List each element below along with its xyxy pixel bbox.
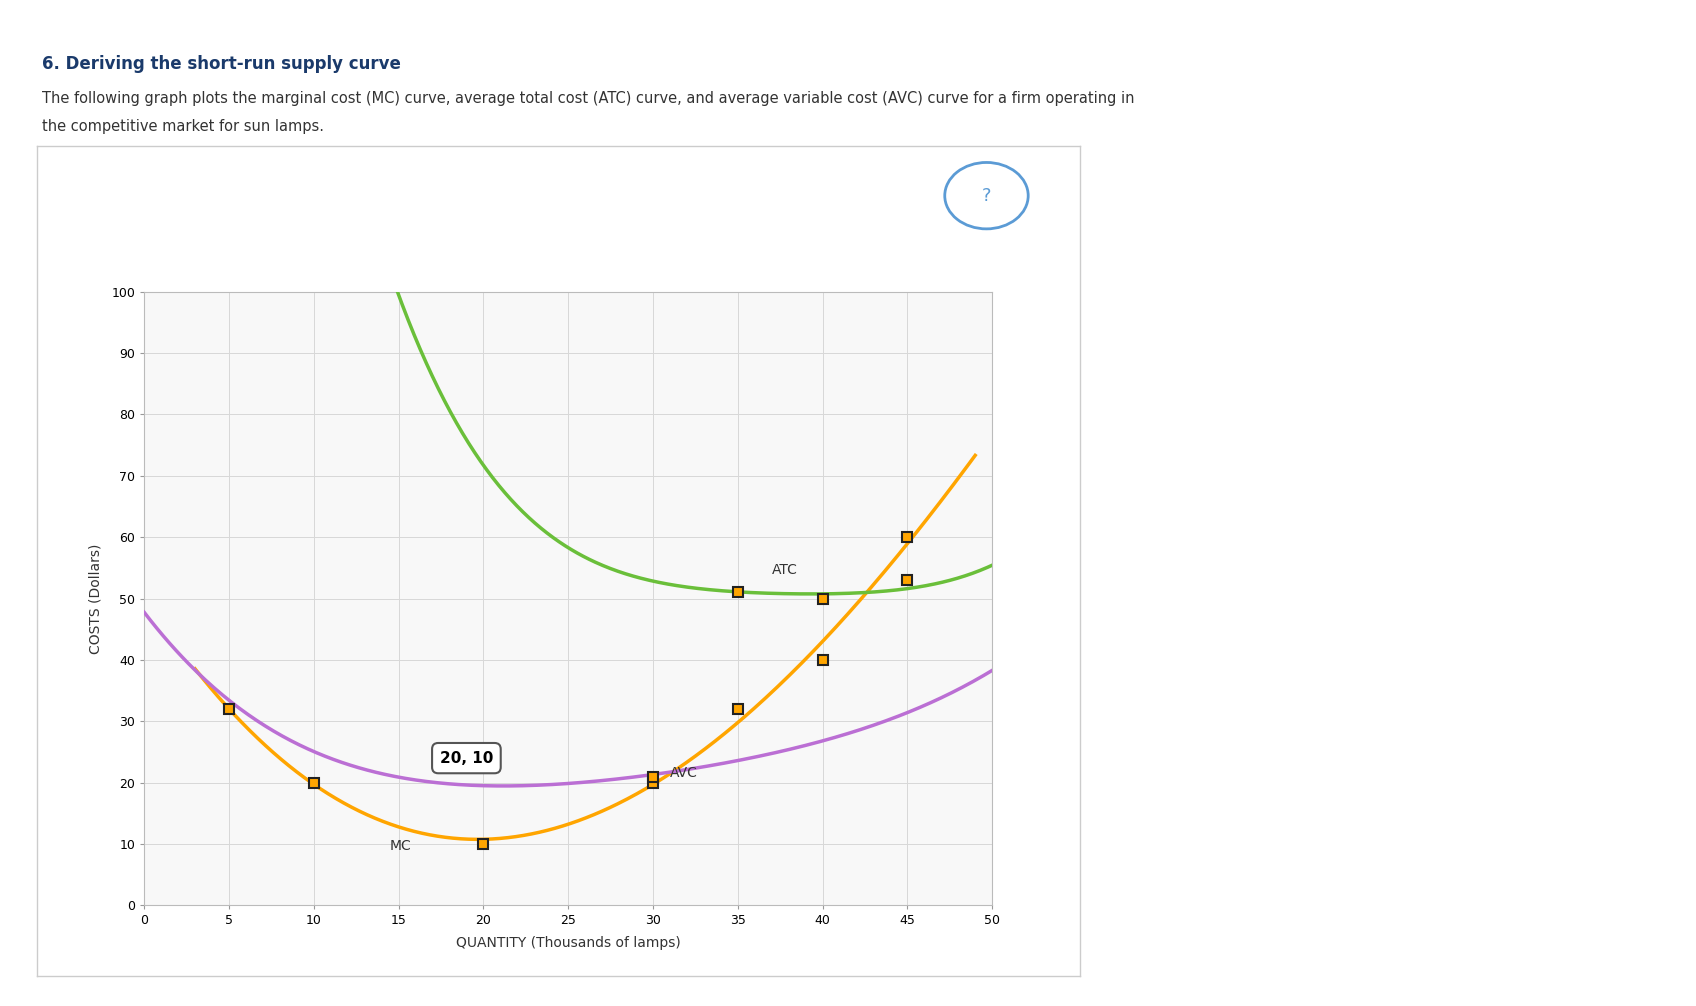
Text: the competitive market for sun lamps.: the competitive market for sun lamps. <box>42 119 324 134</box>
Text: ATC: ATC <box>772 563 797 577</box>
Text: ?: ? <box>982 187 990 204</box>
Text: 6. Deriving the short-run supply curve: 6. Deriving the short-run supply curve <box>42 55 402 73</box>
Text: MC: MC <box>390 839 412 853</box>
X-axis label: QUANTITY (Thousands of lamps): QUANTITY (Thousands of lamps) <box>456 936 680 950</box>
Text: The following graph plots the marginal cost (MC) curve, average total cost (ATC): The following graph plots the marginal c… <box>42 91 1135 106</box>
Text: 20, 10: 20, 10 <box>439 750 494 766</box>
Text: AVC: AVC <box>670 766 697 780</box>
Y-axis label: COSTS (Dollars): COSTS (Dollars) <box>88 543 103 654</box>
